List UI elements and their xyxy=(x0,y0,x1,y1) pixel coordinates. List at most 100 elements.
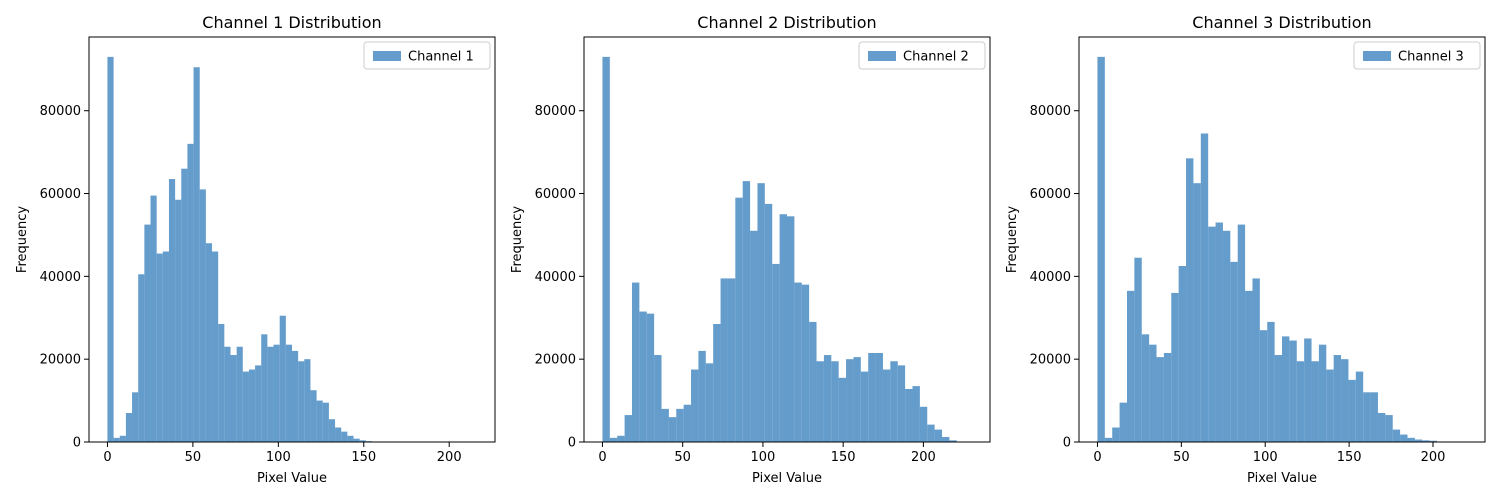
x-axis-label: Pixel Value xyxy=(257,471,327,486)
x-axis-label: Pixel Value xyxy=(1247,471,1317,486)
histogram-bar xyxy=(248,369,256,442)
histogram-bar xyxy=(919,406,928,442)
histogram-bar xyxy=(1237,224,1246,442)
legend-box xyxy=(858,41,986,70)
histogram-bar xyxy=(1311,361,1319,442)
histogram-bar xyxy=(298,361,305,442)
x-tick-label: 100 xyxy=(1253,450,1278,465)
histogram-bar xyxy=(1355,371,1364,442)
histogram-bar xyxy=(860,371,869,442)
histogram-bar xyxy=(764,203,773,442)
histogram-bar xyxy=(1215,222,1223,442)
x-tick-label: 0 xyxy=(1093,450,1101,465)
x-tick-label: 150 xyxy=(351,450,376,465)
y-tick-label: 80000 xyxy=(40,104,81,119)
histogram-bar xyxy=(853,357,861,442)
x-tick-label: 200 xyxy=(437,450,462,465)
y-tick-label: 20000 xyxy=(535,353,576,368)
x-tick-label: 200 xyxy=(1421,450,1446,465)
histogram-bar xyxy=(1126,290,1135,442)
histogram-bar xyxy=(698,350,706,442)
legend-box xyxy=(363,41,491,70)
histogram-bar xyxy=(1208,226,1216,442)
histogram-bar xyxy=(801,284,810,442)
y-axis-label: Frequency xyxy=(15,206,30,273)
histogram-bar xyxy=(1392,429,1401,442)
histogram-bar xyxy=(322,402,329,442)
histogram-bar xyxy=(1341,359,1349,442)
histogram-bar xyxy=(242,371,249,442)
histogram-bar xyxy=(199,189,206,442)
legend-swatch xyxy=(373,51,401,61)
histogram-bar xyxy=(624,415,632,442)
histogram-bar xyxy=(742,181,751,443)
histogram-bar xyxy=(683,404,692,442)
histogram-bar xyxy=(905,388,913,442)
histogram-bar xyxy=(934,429,943,442)
legend: Channel 1 xyxy=(363,41,491,70)
legend-label: Channel 2 xyxy=(903,50,969,65)
y-tick-label: 60000 xyxy=(535,187,576,202)
histogram-bar xyxy=(882,369,891,442)
x-axis-label: Pixel Value xyxy=(752,471,822,486)
histogram-bar xyxy=(125,413,133,442)
histogram-bar xyxy=(602,56,610,442)
histogram-bar xyxy=(617,435,625,442)
histogram-bar xyxy=(359,440,366,442)
histogram-bar xyxy=(328,419,336,442)
histogram-bar xyxy=(162,251,169,442)
histogram-bar xyxy=(654,355,662,442)
histogram-bar xyxy=(150,195,157,442)
legend: Channel 2 xyxy=(858,41,986,70)
legend-swatch xyxy=(1363,51,1391,61)
histogram-bar xyxy=(304,359,311,442)
histogram-bar xyxy=(705,363,714,442)
histogram-bar xyxy=(1134,257,1142,442)
histogram-bar xyxy=(942,437,950,442)
histogram-bar xyxy=(279,315,286,442)
histogram-bar xyxy=(897,365,906,442)
y-tick-label: 0 xyxy=(73,436,81,451)
histogram-bar xyxy=(138,274,145,442)
histogram-bar xyxy=(193,67,200,442)
histogram-bar xyxy=(1304,338,1312,442)
legend: Channel 3 xyxy=(1353,41,1481,70)
histogram-bar xyxy=(1348,379,1356,442)
histogram-bar xyxy=(353,438,360,442)
histogram-bar xyxy=(772,263,780,442)
histogram-bar xyxy=(809,321,817,442)
histogram-bar xyxy=(1112,427,1120,442)
histogram-bar xyxy=(735,197,743,442)
histogram-bar xyxy=(831,361,839,442)
histogram-bar xyxy=(1259,330,1268,442)
axes-frame xyxy=(88,36,496,443)
histogram-bar xyxy=(316,400,323,442)
histogram-bar xyxy=(779,214,787,442)
histogram-bar xyxy=(224,346,231,442)
histogram-bar xyxy=(727,278,736,442)
x-tick-label: 50 xyxy=(674,450,691,465)
chart-title: Channel 3 Distribution xyxy=(1192,13,1371,32)
histogram-bar xyxy=(838,377,847,442)
histogram-bar xyxy=(868,352,876,442)
histogram-bar xyxy=(713,323,721,442)
histogram-bar xyxy=(1156,357,1164,442)
histogram-bar xyxy=(1171,292,1179,442)
histogram-bar xyxy=(1289,340,1297,442)
histogram-bar xyxy=(1282,336,1290,442)
histogram-bar xyxy=(144,224,151,442)
histogram-bar xyxy=(676,408,684,442)
y-tick-label: 60000 xyxy=(40,187,81,202)
histogram-bar xyxy=(212,251,219,442)
histogram-bar xyxy=(927,424,935,442)
y-tick-label: 0 xyxy=(1063,436,1071,451)
histogram-bar xyxy=(1274,355,1282,442)
histogram-bar xyxy=(156,253,163,442)
histogram-bar xyxy=(347,435,354,442)
histogram-bar xyxy=(668,417,677,442)
histogram-bar xyxy=(720,278,728,442)
histogram-bar xyxy=(846,359,854,442)
histogram-bar xyxy=(119,435,126,442)
legend-box xyxy=(1353,41,1481,70)
histogram-bar xyxy=(1200,133,1209,443)
